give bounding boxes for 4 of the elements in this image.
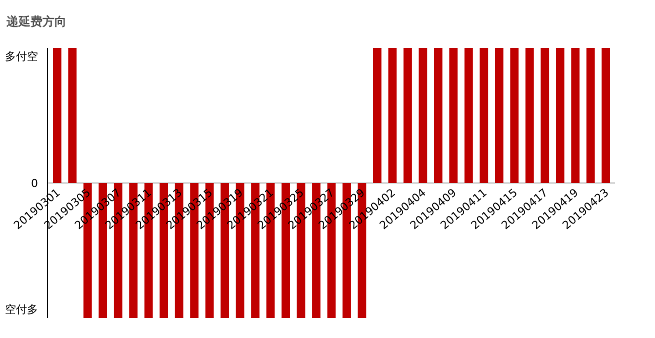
chart-title: 递延费方向 [6, 14, 67, 28]
text: 0 [31, 177, 38, 190]
text: 空付多 [5, 303, 38, 316]
text: 多付空 [5, 50, 38, 63]
